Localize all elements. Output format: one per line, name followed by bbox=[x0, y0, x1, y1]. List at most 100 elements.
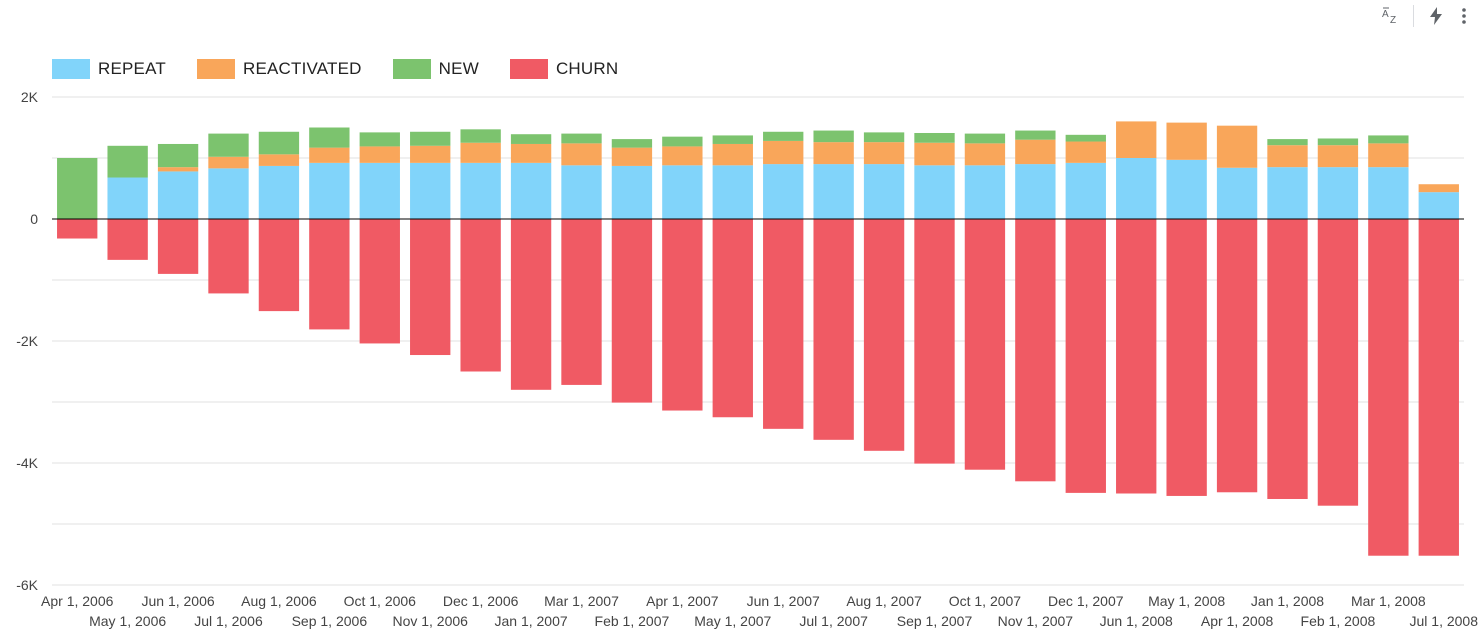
bar-churn bbox=[57, 219, 98, 239]
bar-churn bbox=[1166, 219, 1207, 496]
bar-repeat bbox=[1116, 158, 1157, 219]
bar-churn bbox=[863, 219, 905, 451]
legend-label-repeat: REPEAT bbox=[98, 59, 166, 78]
y-tick-label: -6K bbox=[16, 577, 38, 593]
x-tick-label: Nov 1, 2006 bbox=[392, 613, 468, 629]
bar-reactivated bbox=[712, 143, 753, 166]
bar-new bbox=[410, 131, 451, 146]
bar-repeat bbox=[1317, 167, 1359, 219]
x-tick-label: Oct 1, 2007 bbox=[949, 593, 1022, 609]
y-tick-label: -2K bbox=[16, 333, 38, 349]
x-tick-label: Jan 1, 2008 bbox=[1251, 593, 1324, 609]
bar-new bbox=[258, 131, 300, 155]
bar-repeat bbox=[1065, 162, 1106, 219]
x-tick-label: Dec 1, 2007 bbox=[1048, 593, 1124, 609]
bar-reactivated bbox=[964, 143, 1006, 166]
chart-toolbar: A Z bbox=[1377, 2, 1478, 30]
bar-new bbox=[863, 132, 905, 143]
x-tick-label: Jul 1, 2007 bbox=[799, 613, 868, 629]
bar-churn bbox=[258, 219, 300, 312]
bar-repeat bbox=[611, 165, 653, 219]
x-tick-label: May 1, 2008 bbox=[1148, 593, 1225, 609]
lightning-icon[interactable] bbox=[1422, 2, 1450, 30]
bar-new bbox=[157, 143, 199, 168]
bar-churn bbox=[410, 219, 451, 356]
svg-text:Z: Z bbox=[1390, 15, 1396, 26]
bar-new bbox=[712, 135, 753, 144]
more-vert-icon[interactable] bbox=[1450, 2, 1478, 30]
svg-text:A: A bbox=[1382, 9, 1389, 20]
bar-repeat bbox=[157, 171, 199, 219]
bar-churn bbox=[1015, 219, 1056, 482]
bar-repeat bbox=[1015, 164, 1056, 219]
legend-item-reactivated[interactable]: REACTIVATED bbox=[196, 59, 362, 79]
bar-reactivated bbox=[460, 142, 501, 163]
bar-repeat bbox=[561, 165, 602, 219]
bar-reactivated bbox=[1267, 145, 1308, 168]
bar-churn bbox=[1267, 219, 1308, 499]
bar-churn bbox=[1368, 219, 1409, 556]
bar-repeat bbox=[309, 162, 350, 219]
legend-label-churn: CHURN bbox=[555, 59, 619, 78]
bar-churn bbox=[1317, 219, 1359, 506]
bar-reactivated bbox=[1418, 184, 1459, 193]
bar-repeat bbox=[1267, 167, 1308, 219]
bar-repeat bbox=[1166, 159, 1207, 219]
bar-new bbox=[1015, 130, 1056, 140]
bar-repeat bbox=[914, 165, 955, 219]
bar-repeat bbox=[359, 162, 400, 219]
bar-repeat bbox=[1368, 167, 1409, 219]
bar-reactivated bbox=[813, 142, 854, 165]
x-tick-label: Feb 1, 2007 bbox=[595, 613, 670, 629]
x-tick-label: Jun 1, 2008 bbox=[1100, 613, 1173, 629]
bar-new bbox=[460, 129, 501, 143]
bar-reactivated bbox=[1216, 125, 1258, 168]
chart-legend: REPEAT REACTIVATED NEW CHURN bbox=[52, 59, 649, 79]
x-tick-label: Jun 1, 2007 bbox=[747, 593, 820, 609]
bar-new bbox=[1317, 138, 1359, 146]
bar-reactivated bbox=[611, 147, 653, 166]
bar-repeat bbox=[964, 165, 1006, 219]
y-tick-label: 2K bbox=[21, 89, 39, 105]
bar-new bbox=[359, 132, 400, 147]
legend-item-new[interactable]: NEW bbox=[392, 59, 479, 79]
bar-churn bbox=[157, 219, 199, 274]
x-tick-label: Jan 1, 2007 bbox=[494, 613, 567, 629]
bar-repeat bbox=[208, 168, 249, 219]
bar-churn bbox=[309, 219, 350, 330]
bar-reactivated bbox=[1116, 121, 1157, 158]
x-tick-label: Apr 1, 2008 bbox=[1201, 613, 1274, 629]
bar-reactivated bbox=[258, 154, 300, 166]
x-tick-label: Aug 1, 2006 bbox=[241, 593, 317, 609]
bar-reactivated bbox=[662, 146, 703, 166]
bar-repeat bbox=[1216, 167, 1258, 219]
bar-new bbox=[1065, 134, 1106, 142]
bar-churn bbox=[107, 219, 148, 260]
sort-az-icon[interactable]: A Z bbox=[1377, 2, 1405, 30]
y-tick-label: -4K bbox=[16, 455, 38, 471]
bar-new bbox=[309, 127, 350, 148]
legend-swatch-new bbox=[392, 59, 431, 79]
y-tick-label: 0 bbox=[30, 211, 38, 227]
bar-churn bbox=[662, 219, 703, 411]
bar-reactivated bbox=[359, 146, 400, 163]
bar-repeat bbox=[1418, 192, 1459, 219]
legend-item-repeat[interactable]: REPEAT bbox=[52, 59, 166, 79]
bar-new bbox=[813, 130, 854, 143]
bar-new bbox=[914, 132, 955, 143]
x-tick-label: Mar 1, 2008 bbox=[1351, 593, 1426, 609]
x-tick-label: Mar 1, 2007 bbox=[544, 593, 619, 609]
x-tick-label: Sep 1, 2006 bbox=[292, 613, 368, 629]
bar-reactivated bbox=[914, 142, 955, 166]
bar-reactivated bbox=[561, 143, 602, 166]
bar-churn bbox=[561, 219, 602, 385]
bar-new bbox=[763, 131, 804, 141]
bar-reactivated bbox=[1065, 141, 1106, 163]
bar-reactivated bbox=[863, 142, 905, 165]
legend-item-churn[interactable]: CHURN bbox=[509, 59, 619, 79]
x-tick-label: Sep 1, 2007 bbox=[897, 613, 973, 629]
bar-repeat bbox=[813, 164, 854, 219]
x-tick-label: Feb 1, 2008 bbox=[1301, 613, 1376, 629]
bar-repeat bbox=[258, 165, 300, 219]
bar-repeat bbox=[107, 177, 148, 219]
